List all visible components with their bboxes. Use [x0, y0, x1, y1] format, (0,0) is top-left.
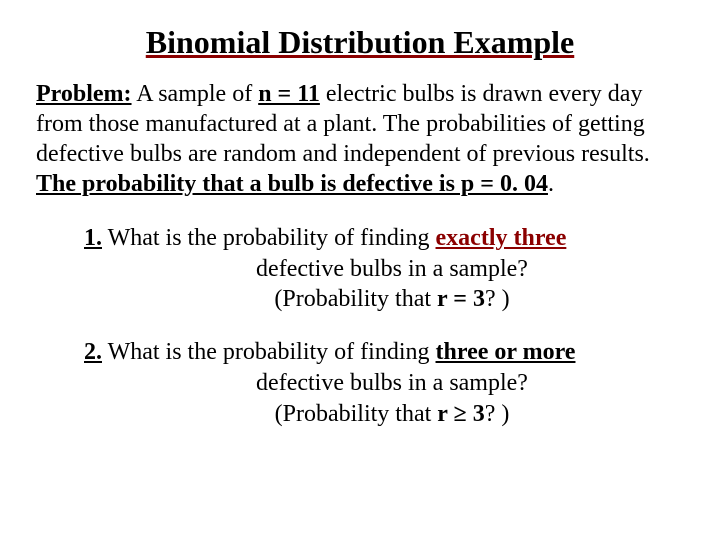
q2-number: 2.: [84, 339, 102, 365]
q2-line2: defective bulbs in a sample?: [172, 368, 612, 399]
question-2: 2. What is the probability of finding th…: [84, 337, 684, 429]
question-1: 1. What is the probability of finding ex…: [84, 223, 684, 315]
q2-emphasis: three or more: [436, 339, 576, 365]
q2-prob-prefix: (Probability that: [275, 401, 438, 427]
q1-prob-suffix: ? ): [485, 286, 510, 312]
q1-text-a: What is the probability of finding: [102, 225, 436, 251]
q2-text-a: What is the probability of finding: [102, 339, 436, 365]
probability-statement: The probability that a bulb is defective…: [36, 171, 548, 197]
n-value: n = 11: [258, 81, 320, 107]
q1-emphasis: exactly three: [436, 225, 567, 251]
q1-line3: (Probability that r = 3? ): [172, 284, 612, 315]
q1-number: 1.: [84, 225, 102, 251]
q2-r-condition: r ≥ 3: [437, 401, 484, 427]
problem-label: Problem:: [36, 81, 132, 107]
q2-line3: (Probability that r ≥ 3? ): [172, 399, 612, 430]
q1-prob-prefix: (Probability that: [274, 286, 437, 312]
problem-paragraph: Problem: A sample of n = 11 electric bul…: [36, 79, 684, 199]
problem-period: .: [548, 171, 554, 197]
q1-line2: defective bulbs in a sample?: [172, 254, 612, 285]
slide-title: Binomial Distribution Example: [36, 24, 684, 61]
problem-text-1: A sample of: [132, 81, 259, 107]
q1-r-condition: r = 3: [437, 286, 485, 312]
q2-prob-suffix: ? ): [485, 401, 510, 427]
